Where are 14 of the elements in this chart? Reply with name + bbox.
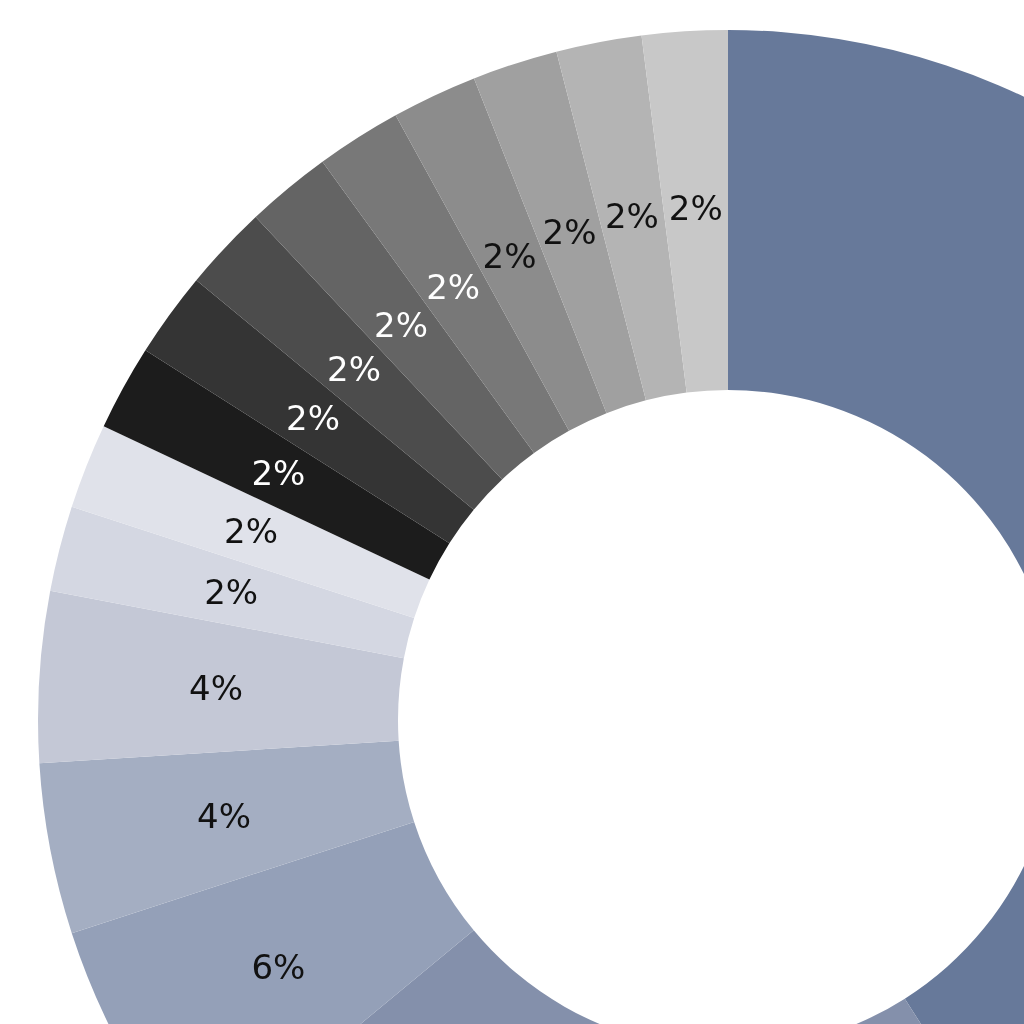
data-label: 2% (251, 452, 306, 493)
data-label: 6% (251, 947, 306, 988)
data-label: 2% (668, 188, 723, 229)
data-label: 2% (482, 235, 537, 276)
data-label: 4% (197, 796, 252, 837)
data-label: 2% (426, 266, 481, 307)
data-label: 2% (204, 572, 259, 613)
data-label: 2% (286, 398, 340, 439)
data-label: 2% (542, 212, 597, 253)
data-label: 2% (327, 348, 382, 389)
data-label: 2% (374, 304, 428, 345)
data-label: 4% (189, 667, 243, 708)
data-label: 2% (604, 196, 659, 237)
data-label: 2% (224, 511, 278, 552)
